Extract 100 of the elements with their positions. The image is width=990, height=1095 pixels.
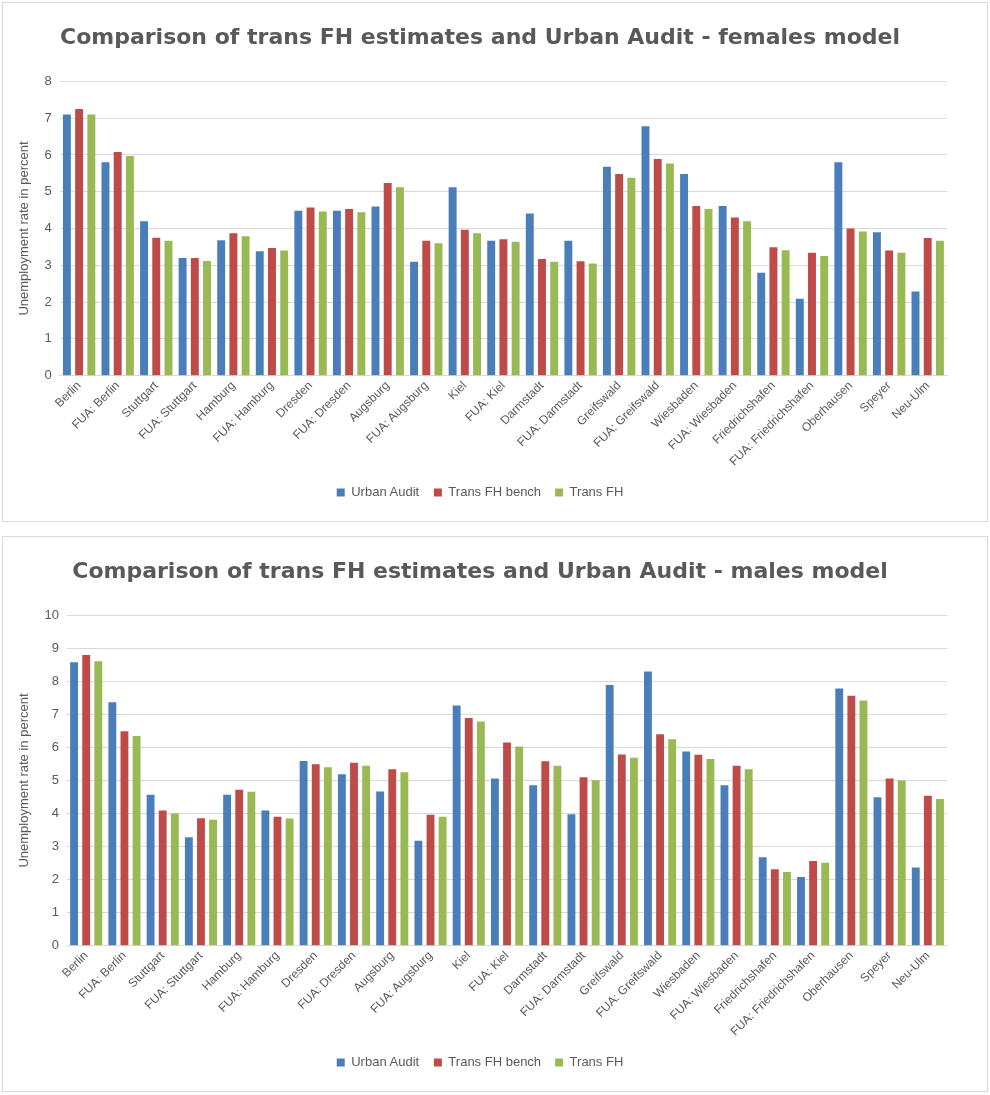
bar [897, 252, 906, 376]
y-tick-label: 7 [44, 109, 52, 125]
bar [113, 152, 122, 376]
bar [299, 761, 308, 946]
bar [337, 774, 346, 946]
bar [75, 108, 84, 376]
bar [553, 765, 562, 946]
bar [395, 187, 404, 376]
bar [422, 240, 431, 376]
y-tick-label: 1 [51, 904, 60, 920]
y-tick-label: 6 [51, 739, 60, 755]
bar [503, 742, 511, 946]
bar [808, 252, 816, 376]
y-tick-label: 2 [44, 293, 52, 309]
bar [758, 857, 767, 946]
bar [490, 778, 499, 946]
y-axis-title: Unemployment rate in percent [16, 693, 32, 868]
bar [125, 156, 134, 376]
bar [529, 785, 538, 946]
bar [268, 248, 276, 376]
bar [744, 769, 753, 946]
bar [835, 688, 844, 946]
bar [146, 794, 155, 946]
bar [797, 876, 805, 946]
bar [178, 257, 187, 376]
bar [460, 229, 469, 376]
y-tick-label: 6 [44, 146, 52, 162]
bar [476, 721, 485, 946]
bar [757, 272, 766, 376]
bar [567, 814, 576, 946]
bar [203, 260, 212, 376]
bar [87, 114, 96, 376]
bar [923, 238, 932, 376]
y-tick-label: 5 [44, 183, 52, 199]
bar [576, 261, 585, 376]
y-axis-title: Unemployment rate in percent [16, 141, 32, 316]
bar [332, 210, 341, 376]
bar [885, 250, 894, 376]
bar [846, 228, 855, 376]
bar [923, 795, 932, 946]
bar [197, 818, 205, 946]
bar [525, 213, 534, 376]
y-tick-label: 10 [44, 606, 60, 622]
bar [158, 810, 167, 946]
bar [438, 816, 447, 946]
legend-label: Trans FH bench [448, 1054, 542, 1070]
bar [820, 256, 829, 376]
bar [541, 761, 550, 946]
bar [184, 837, 193, 946]
bar [94, 661, 103, 946]
bar [809, 861, 818, 946]
bar [132, 735, 141, 946]
bar [473, 233, 482, 376]
bar [255, 251, 264, 376]
bar [936, 799, 944, 946]
bar [730, 217, 739, 376]
bar [140, 221, 149, 376]
bar [400, 772, 409, 946]
y-tick-label: 4 [44, 220, 52, 236]
bar [152, 237, 161, 376]
bar [769, 247, 778, 376]
y-tick-label: 9 [51, 640, 60, 655]
bar [538, 259, 546, 376]
bar [795, 298, 804, 376]
bar [235, 789, 244, 946]
legend-label: Trans FH [569, 1054, 624, 1070]
bar [70, 662, 79, 946]
bar [464, 718, 473, 946]
bar [770, 869, 779, 946]
bar [821, 862, 830, 946]
bar [229, 233, 238, 376]
bar [448, 187, 457, 376]
bar [323, 767, 332, 946]
y-tick-label: 3 [51, 838, 60, 854]
y-tick-label: 4 [51, 805, 60, 821]
bar [209, 819, 218, 946]
bar [665, 163, 674, 376]
bar [629, 757, 638, 946]
bar [414, 840, 423, 946]
legend-label: Trans FH [569, 484, 624, 500]
y-tick-label: 5 [51, 772, 60, 788]
bar [487, 240, 496, 376]
bar [350, 762, 358, 946]
bar [706, 759, 715, 946]
bar [743, 221, 752, 376]
bar [897, 780, 906, 946]
bar [318, 211, 327, 376]
y-tick-label: 7 [51, 706, 60, 722]
bar [388, 769, 397, 946]
bar [311, 764, 320, 946]
legend-label: Urban Audit [351, 1054, 420, 1070]
bar [511, 241, 520, 376]
bar [847, 695, 856, 946]
bar [550, 261, 559, 376]
bar [564, 240, 573, 376]
bar [911, 867, 920, 946]
chart-title: Comparison of trans FH estimates and Urban Audit - males model [72, 557, 888, 583]
bar [285, 818, 294, 946]
bar [190, 257, 199, 376]
bar [694, 754, 703, 946]
